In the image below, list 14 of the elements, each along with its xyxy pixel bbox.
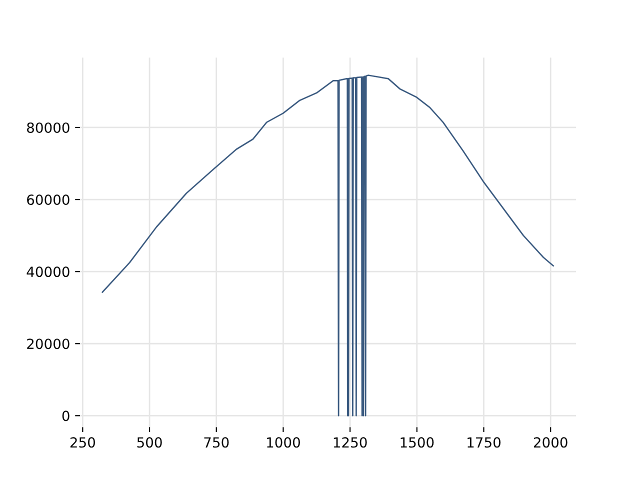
x-tick-label: 2000 [534, 437, 568, 448]
x-tick-label: 750 [204, 437, 229, 448]
line-series [102, 74, 554, 416]
y-tick-label: 60000 [27, 194, 70, 206]
x-tick-label: 1000 [267, 437, 300, 448]
y-tick-label: 40000 [26, 266, 70, 278]
y-tick-label: 20000 [27, 338, 70, 350]
x-tick-label: 1250 [334, 437, 367, 448]
x-tick-label: 250 [70, 437, 96, 448]
x-tick-label: 1500 [400, 437, 434, 448]
y-tick-label: 80000 [27, 122, 70, 133]
y-tick-label: 0 [62, 410, 70, 422]
x-tick-label: 1750 [468, 437, 500, 448]
x-tick-label: 500 [137, 437, 162, 448]
